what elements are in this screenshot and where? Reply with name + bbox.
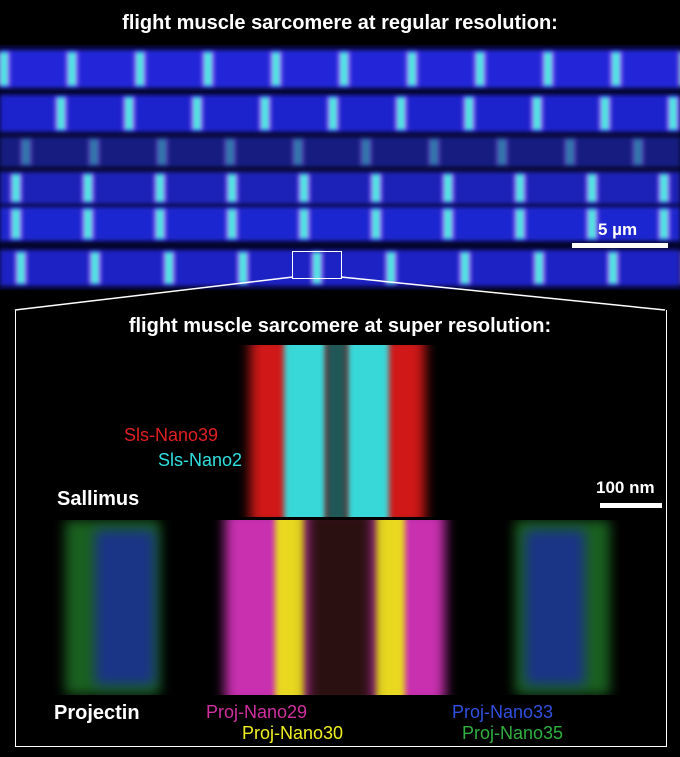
projectin-label-nano29: Proj-Nano29 bbox=[206, 702, 308, 722]
projectin-label-nano35: Proj-Nano35 bbox=[462, 723, 564, 743]
top-scale-bar-label: 5 µm bbox=[598, 220, 638, 239]
sallimus-image bbox=[222, 345, 452, 517]
sallimus-label-nano2: Sls-Nano2 bbox=[158, 450, 243, 470]
projectin-label-nano30: Proj-Nano30 bbox=[242, 723, 344, 743]
regular-resolution-image bbox=[0, 45, 680, 290]
bottom-scale-bar bbox=[600, 503, 662, 508]
projectin-name: Projectin bbox=[54, 702, 140, 724]
sarcomere-stripes-svg bbox=[0, 50, 680, 286]
super-resolution-panel bbox=[15, 310, 667, 747]
zoom-region-box bbox=[292, 251, 342, 279]
projectin-image bbox=[45, 520, 620, 695]
top-scale-bar bbox=[572, 243, 668, 248]
projectin-label-nano33: Proj-Nano33 bbox=[452, 702, 554, 722]
sallimus-name: Sallimus bbox=[57, 488, 140, 510]
bottom-panel-title: flight muscle sarcomere at super resolut… bbox=[128, 315, 552, 337]
bottom-scale-bar-label: 100 nm bbox=[596, 478, 655, 497]
top-panel-title: flight muscle sarcomere at regular resol… bbox=[122, 12, 558, 34]
sallimus-label-nano39: Sls-Nano39 bbox=[124, 425, 219, 445]
